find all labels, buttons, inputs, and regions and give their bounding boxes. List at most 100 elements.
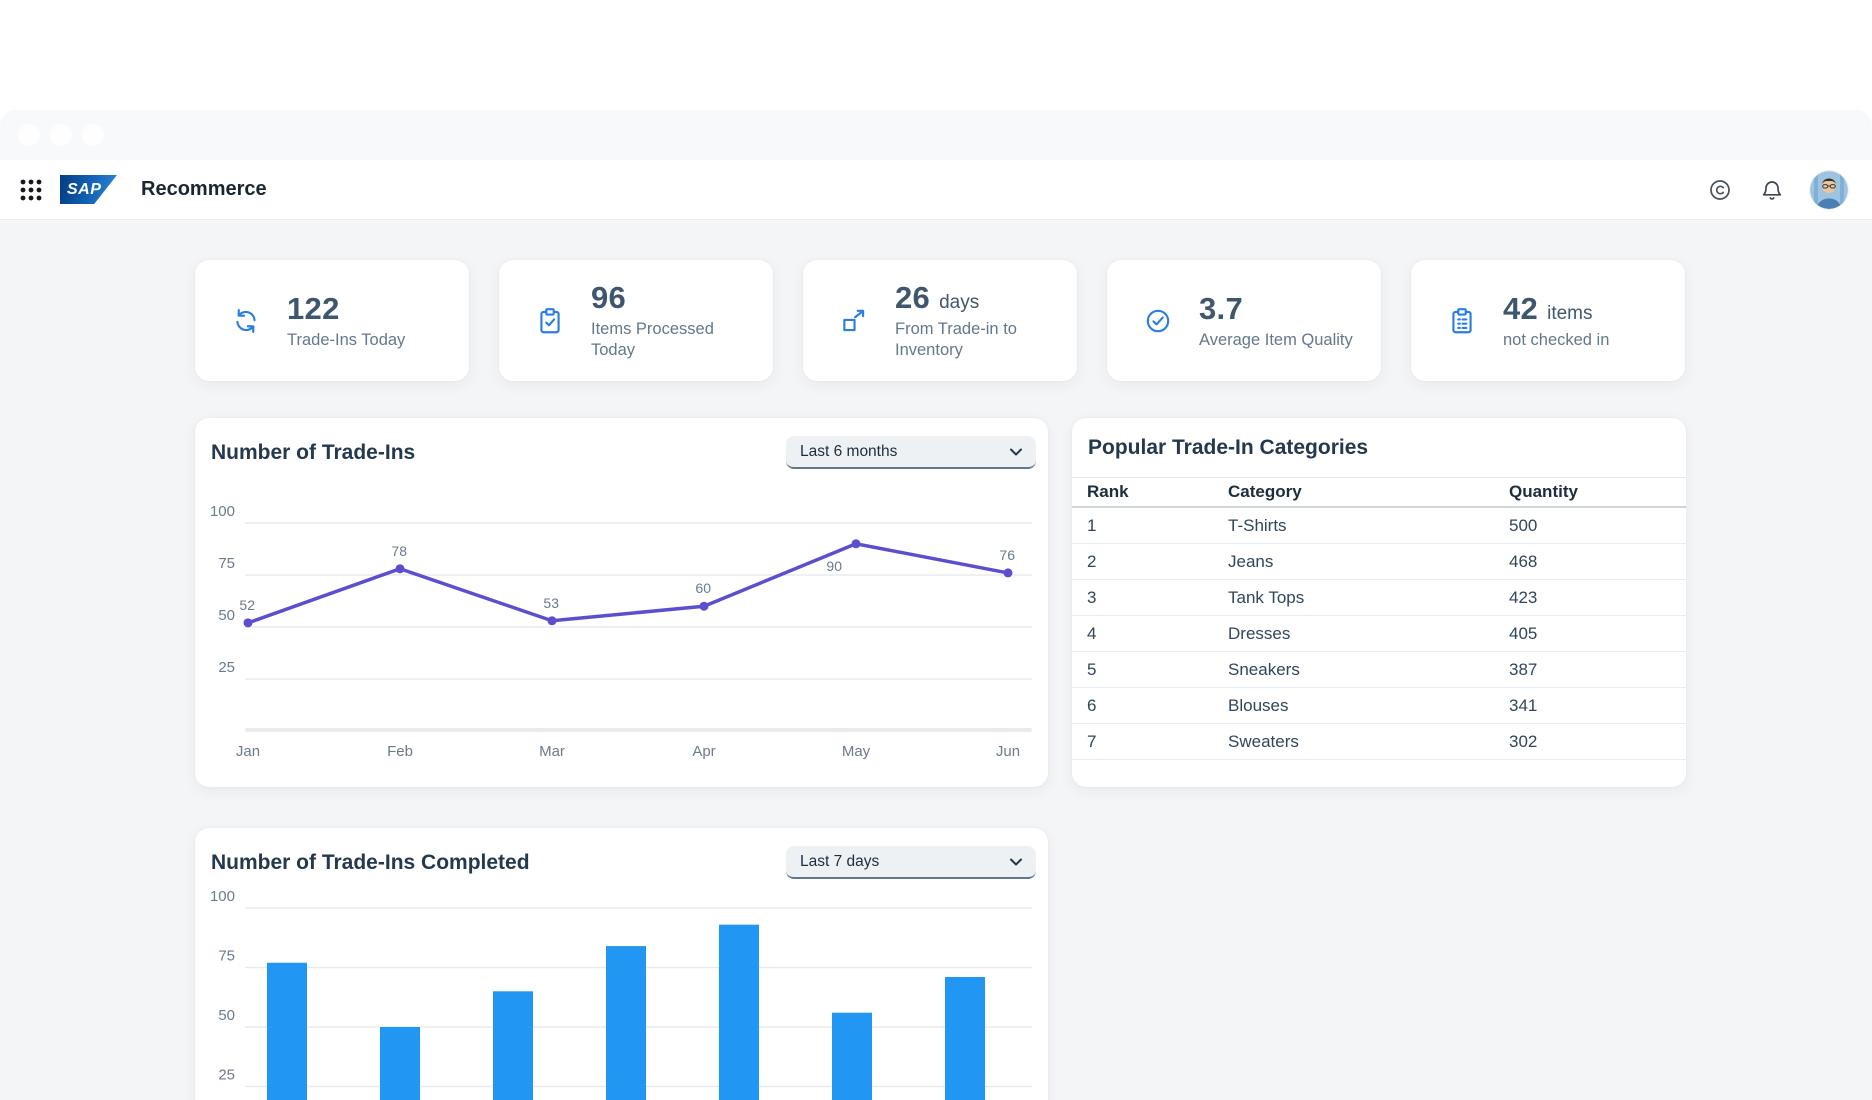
- bar-data-point: [832, 1012, 872, 1100]
- clipboard-list-icon: [1447, 306, 1477, 336]
- bar-data-point: [945, 977, 985, 1100]
- data-point-label: 52: [239, 597, 255, 613]
- kpi-value: 3.7: [1199, 290, 1243, 326]
- data-point-label: 60: [695, 580, 711, 596]
- kpi-card: 26 days From Trade-in to Inventory: [803, 260, 1077, 381]
- x-axis-label: Feb: [387, 743, 413, 760]
- kpi-value: 26: [895, 280, 931, 316]
- app-title: Recommerce: [141, 178, 267, 200]
- kpi-card: 122 Trade-Ins Today: [195, 260, 469, 381]
- sync-icon: [231, 306, 261, 336]
- cell-category: T-Shirts: [1228, 515, 1287, 535]
- copyright-icon[interactable]: [1708, 178, 1732, 202]
- column-header-quantity: Quantity: [1509, 482, 1578, 501]
- cell-category: Sneakers: [1228, 659, 1300, 679]
- x-axis-label: Mar: [539, 743, 565, 760]
- y-axis-tick: 50: [218, 607, 235, 624]
- line-chart-period-select[interactable]: Last 6 months: [786, 436, 1036, 469]
- bar-data-point: [719, 924, 759, 1100]
- kpi-unit: days: [939, 292, 980, 314]
- kpi-row: 122 Trade-Ins Today 96 Items Processed T…: [195, 260, 1685, 381]
- cell-rank: 6: [1087, 695, 1097, 715]
- column-header-category: Category: [1228, 482, 1302, 501]
- kpi-label: From Trade-in to Inventory: [895, 320, 1017, 359]
- window-minimize-button[interactable]: [50, 124, 72, 146]
- kpi-card: 3.7 Average Item Quality: [1107, 260, 1381, 381]
- table-row[interactable]: 2 Jeans 468: [1072, 544, 1686, 580]
- line-data-point: [547, 616, 557, 626]
- table-row[interactable]: 5 Sneakers 387: [1072, 652, 1686, 688]
- bar-chart-period-select[interactable]: Last 7 days: [786, 846, 1036, 879]
- table-title: Popular Trade-In Categories: [1088, 436, 1369, 459]
- line-chart-period-value: Last 6 months: [800, 442, 898, 460]
- circle-check-icon: [1143, 306, 1173, 336]
- kpi-text: 3.7 Average Item Quality: [1199, 291, 1370, 351]
- cell-quantity: 405: [1509, 623, 1538, 643]
- line-data-point: [243, 618, 253, 628]
- table-row[interactable]: 7 Sweaters 302: [1072, 724, 1686, 760]
- trade-ins-line-series: [247, 542, 1009, 625]
- kpi-card: 42 items not checked in: [1411, 260, 1685, 381]
- window-controls: [18, 124, 104, 146]
- window-maximize-button[interactable]: [82, 124, 104, 146]
- cell-rank: 1: [1087, 515, 1097, 535]
- data-point-label: 76: [999, 547, 1015, 563]
- table-row[interactable]: 4 Dresses 405: [1072, 616, 1686, 652]
- x-axis-label: Apr: [692, 743, 715, 760]
- line-data-point: [851, 539, 861, 549]
- table-row[interactable]: 3 Tank Tops 423: [1072, 580, 1686, 616]
- cell-quantity: 341: [1509, 695, 1538, 715]
- kpi-label: Trade-Ins Today: [287, 330, 406, 349]
- bar-chart-title: Number of Trade-Ins Completed: [211, 850, 530, 874]
- grid-menu-icon[interactable]: [18, 177, 44, 203]
- data-point-label: 78: [391, 543, 407, 559]
- cell-rank: 2: [1087, 551, 1097, 571]
- x-axis-label: Jan: [236, 743, 260, 760]
- cell-category: Sweaters: [1228, 731, 1299, 751]
- trade-ins-line-chart-card: Number of Trade-Ins Last 6 months 100 75 5…: [195, 418, 1048, 787]
- x-axis-label: May: [842, 743, 871, 760]
- app-header: SAP Recommerce: [0, 160, 1872, 220]
- kpi-value: 42: [1503, 290, 1539, 326]
- chevron-down-icon: [1008, 444, 1024, 460]
- table-header-row: Rank Category Quantity: [1072, 477, 1686, 508]
- line-chart-title: Number of Trade-Ins: [211, 440, 416, 464]
- table-row[interactable]: 1 T-Shirts 500: [1072, 508, 1686, 544]
- notifications-bell-icon[interactable]: [1760, 178, 1784, 202]
- table-row[interactable]: 6 Blouses 341: [1072, 688, 1686, 724]
- cell-rank: 5: [1087, 659, 1097, 679]
- kpi-value: 96: [591, 280, 627, 316]
- x-axis-label: Jun: [996, 743, 1020, 760]
- y-axis-tick: 50: [218, 1007, 235, 1024]
- chevron-down-icon: [1008, 854, 1024, 870]
- cell-quantity: 423: [1509, 587, 1538, 607]
- bar-data-point: [606, 946, 646, 1100]
- cell-category: Tank Tops: [1228, 587, 1305, 607]
- line-data-point: [1003, 568, 1013, 578]
- y-axis-tick: 100: [210, 503, 235, 520]
- clipboard-check-icon: [535, 306, 565, 336]
- bar-data-point: [380, 1027, 420, 1100]
- cell-category: Jeans: [1228, 551, 1274, 571]
- data-point-label: 53: [543, 595, 559, 611]
- cell-category: Dresses: [1228, 623, 1291, 643]
- kpi-label: Items Processed Today: [591, 320, 714, 359]
- user-avatar[interactable]: [1810, 170, 1848, 209]
- bar-data-point: [267, 962, 307, 1100]
- window-close-button[interactable]: [18, 124, 40, 146]
- bar-data-point: [493, 991, 533, 1100]
- cell-rank: 4: [1087, 623, 1097, 643]
- popular-categories-table-card: Popular Trade-In Categories Rank Categor…: [1072, 418, 1686, 787]
- kpi-label: Average Item Quality: [1199, 330, 1353, 349]
- column-header-rank: Rank: [1087, 482, 1129, 501]
- line-data-point: [699, 601, 709, 611]
- cell-rank: 3: [1087, 587, 1097, 607]
- box-arrow-icon: [839, 306, 869, 336]
- cell-rank: 7: [1087, 731, 1097, 751]
- y-axis-tick: 75: [218, 555, 235, 572]
- kpi-text: 42 items not checked in: [1503, 291, 1674, 351]
- cell-category: Blouses: [1228, 695, 1289, 715]
- data-point-label: 90: [826, 558, 842, 574]
- kpi-card: 96 Items Processed Today: [499, 260, 773, 381]
- kpi-text: 122 Trade-Ins Today: [287, 291, 458, 351]
